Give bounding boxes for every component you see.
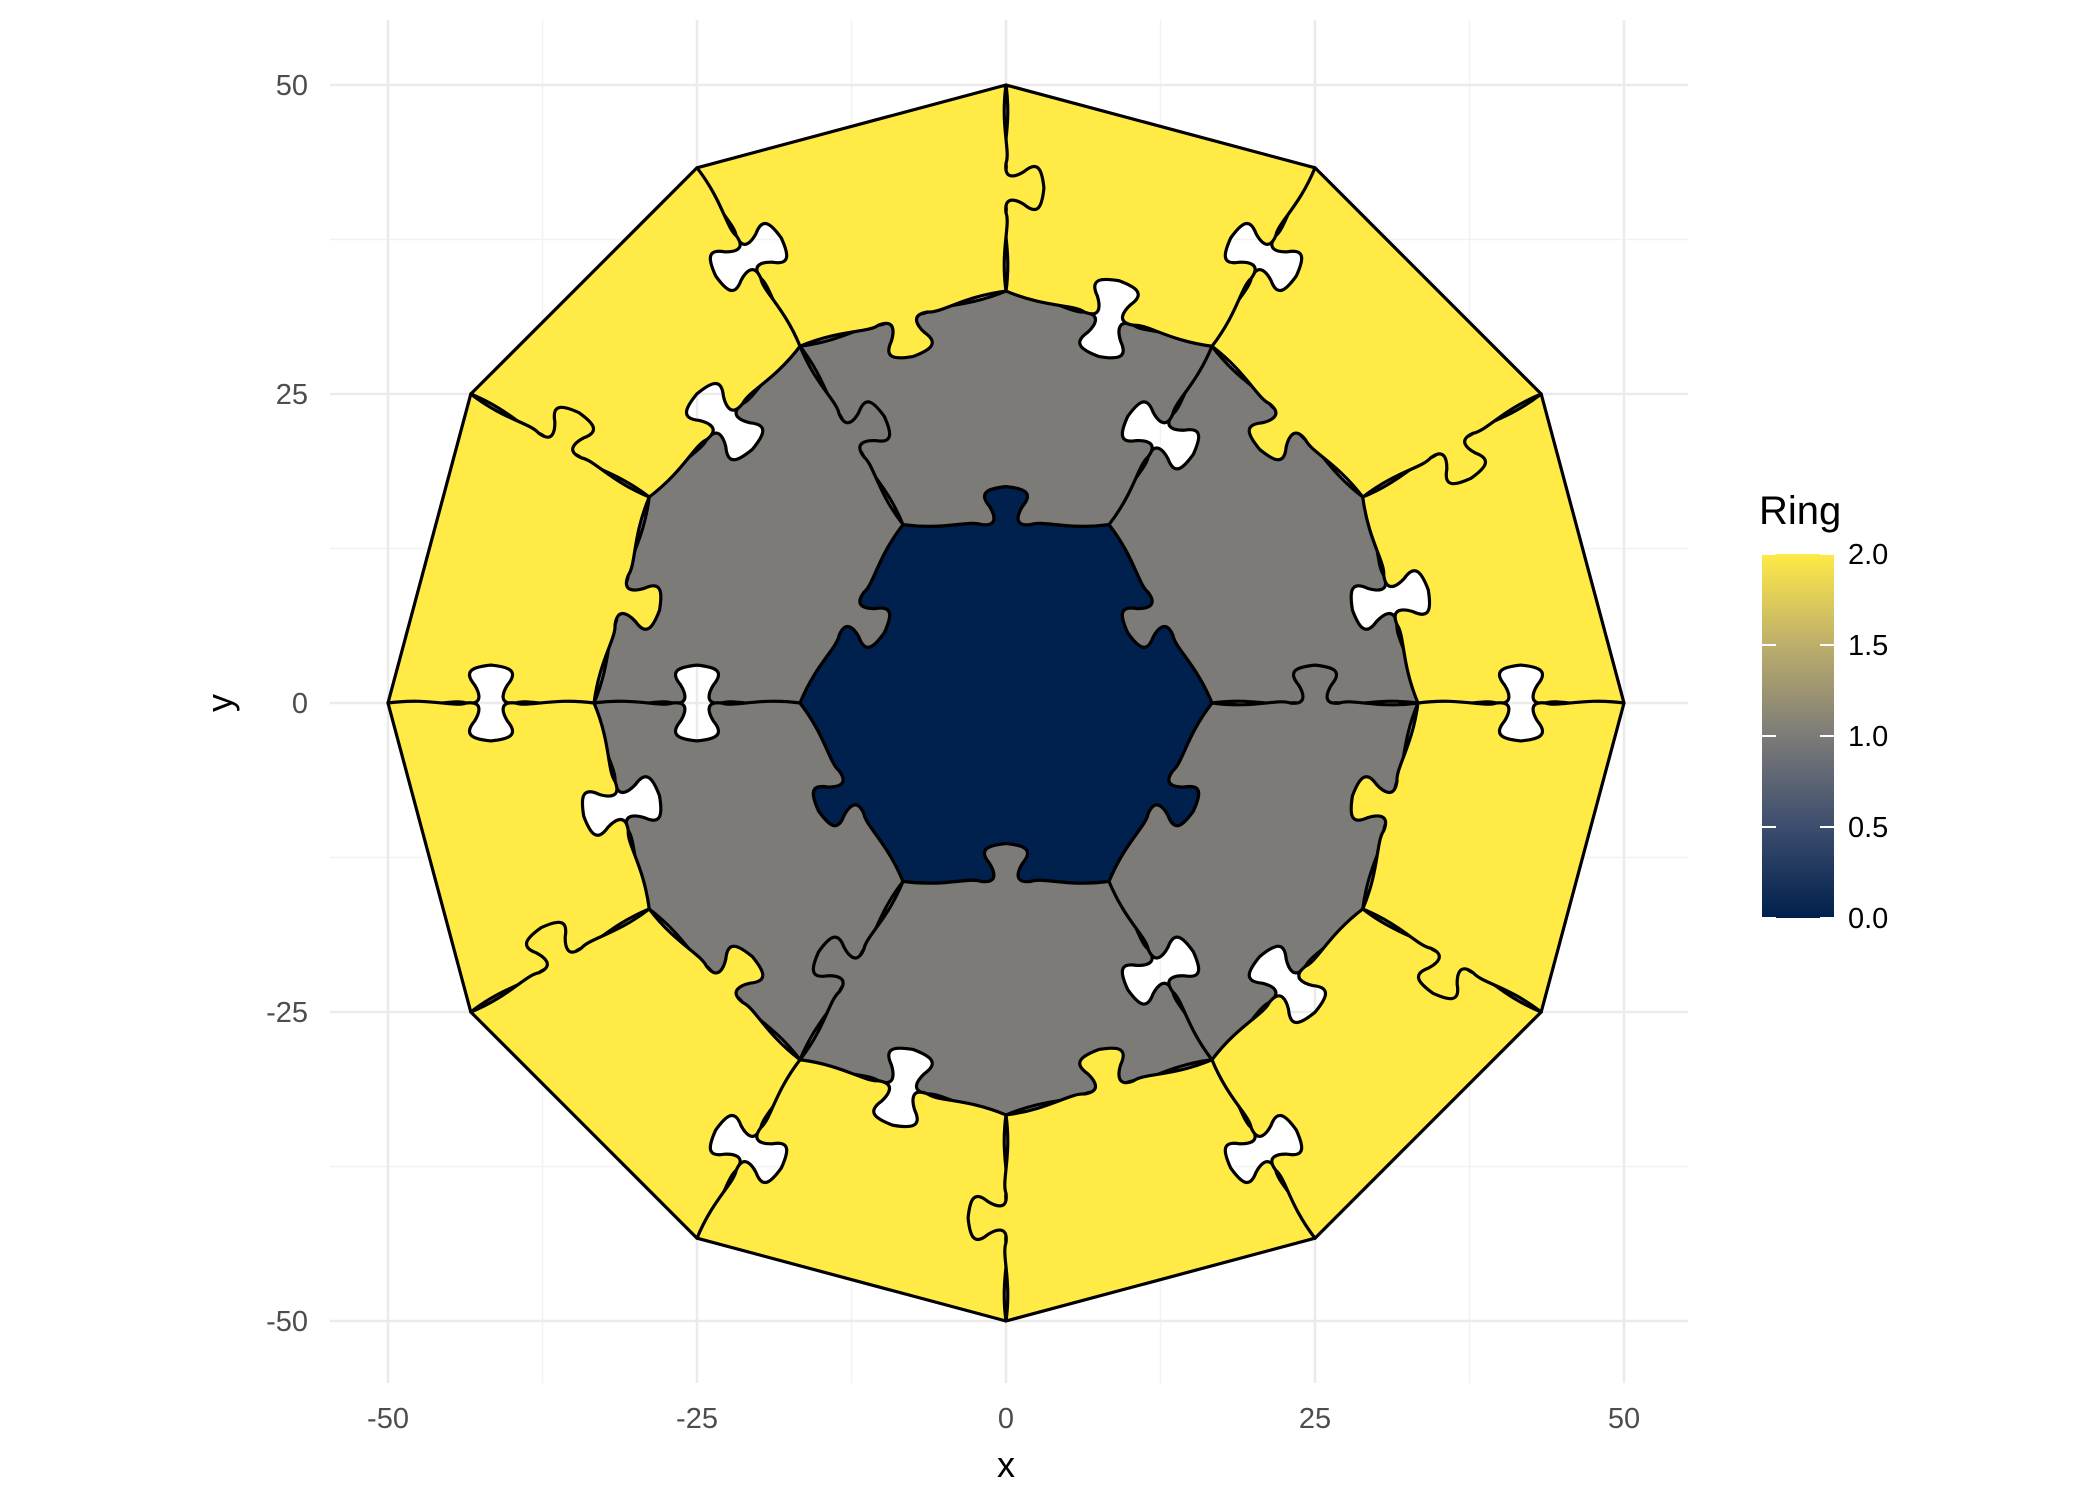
x-tick-label: -25	[676, 1403, 718, 1435]
puzzle-piece-ring-2	[469, 907, 802, 1240]
x-axis-title: x	[997, 1444, 1015, 1485]
x-axis: -50 -25 0 25 50	[367, 1403, 1640, 1435]
legend-tick-label: 0.5	[1848, 812, 1888, 844]
y-tick-label: 25	[276, 379, 308, 411]
legend-tick-label: 1.0	[1848, 721, 1888, 753]
legend-tick-label: 2.0	[1848, 539, 1888, 571]
puzzle-pieces	[386, 83, 1626, 1323]
legend-tick-label: 0.0	[1848, 903, 1888, 935]
puzzle-piece-ring-2	[386, 392, 663, 707]
legend-title: Ring	[1759, 489, 1841, 533]
puzzle-piece-ring-2	[966, 1046, 1317, 1323]
y-tick-label: -50	[266, 1306, 308, 1338]
puzzle-piece-ring-2	[695, 83, 1046, 360]
x-tick-label: 0	[998, 1403, 1014, 1435]
x-tick-label: 25	[1299, 1403, 1331, 1435]
puzzle-piece-ring-2	[1349, 699, 1626, 1014]
legend: Ring 0.0 0.5 1.0 1.5 2.0	[1759, 489, 1888, 935]
legend-tick-label: 1.5	[1848, 630, 1888, 662]
x-tick-label: 50	[1608, 1403, 1640, 1435]
y-axis: -50 -25 0 25 50	[266, 70, 308, 1338]
y-tick-label: 50	[276, 70, 308, 102]
y-axis-title: y	[199, 694, 240, 712]
x-tick-label: -50	[367, 1403, 409, 1435]
y-tick-label: 0	[292, 688, 308, 720]
puzzle-piece-ring-2	[1210, 166, 1543, 499]
y-tick-label: -25	[266, 997, 308, 1029]
